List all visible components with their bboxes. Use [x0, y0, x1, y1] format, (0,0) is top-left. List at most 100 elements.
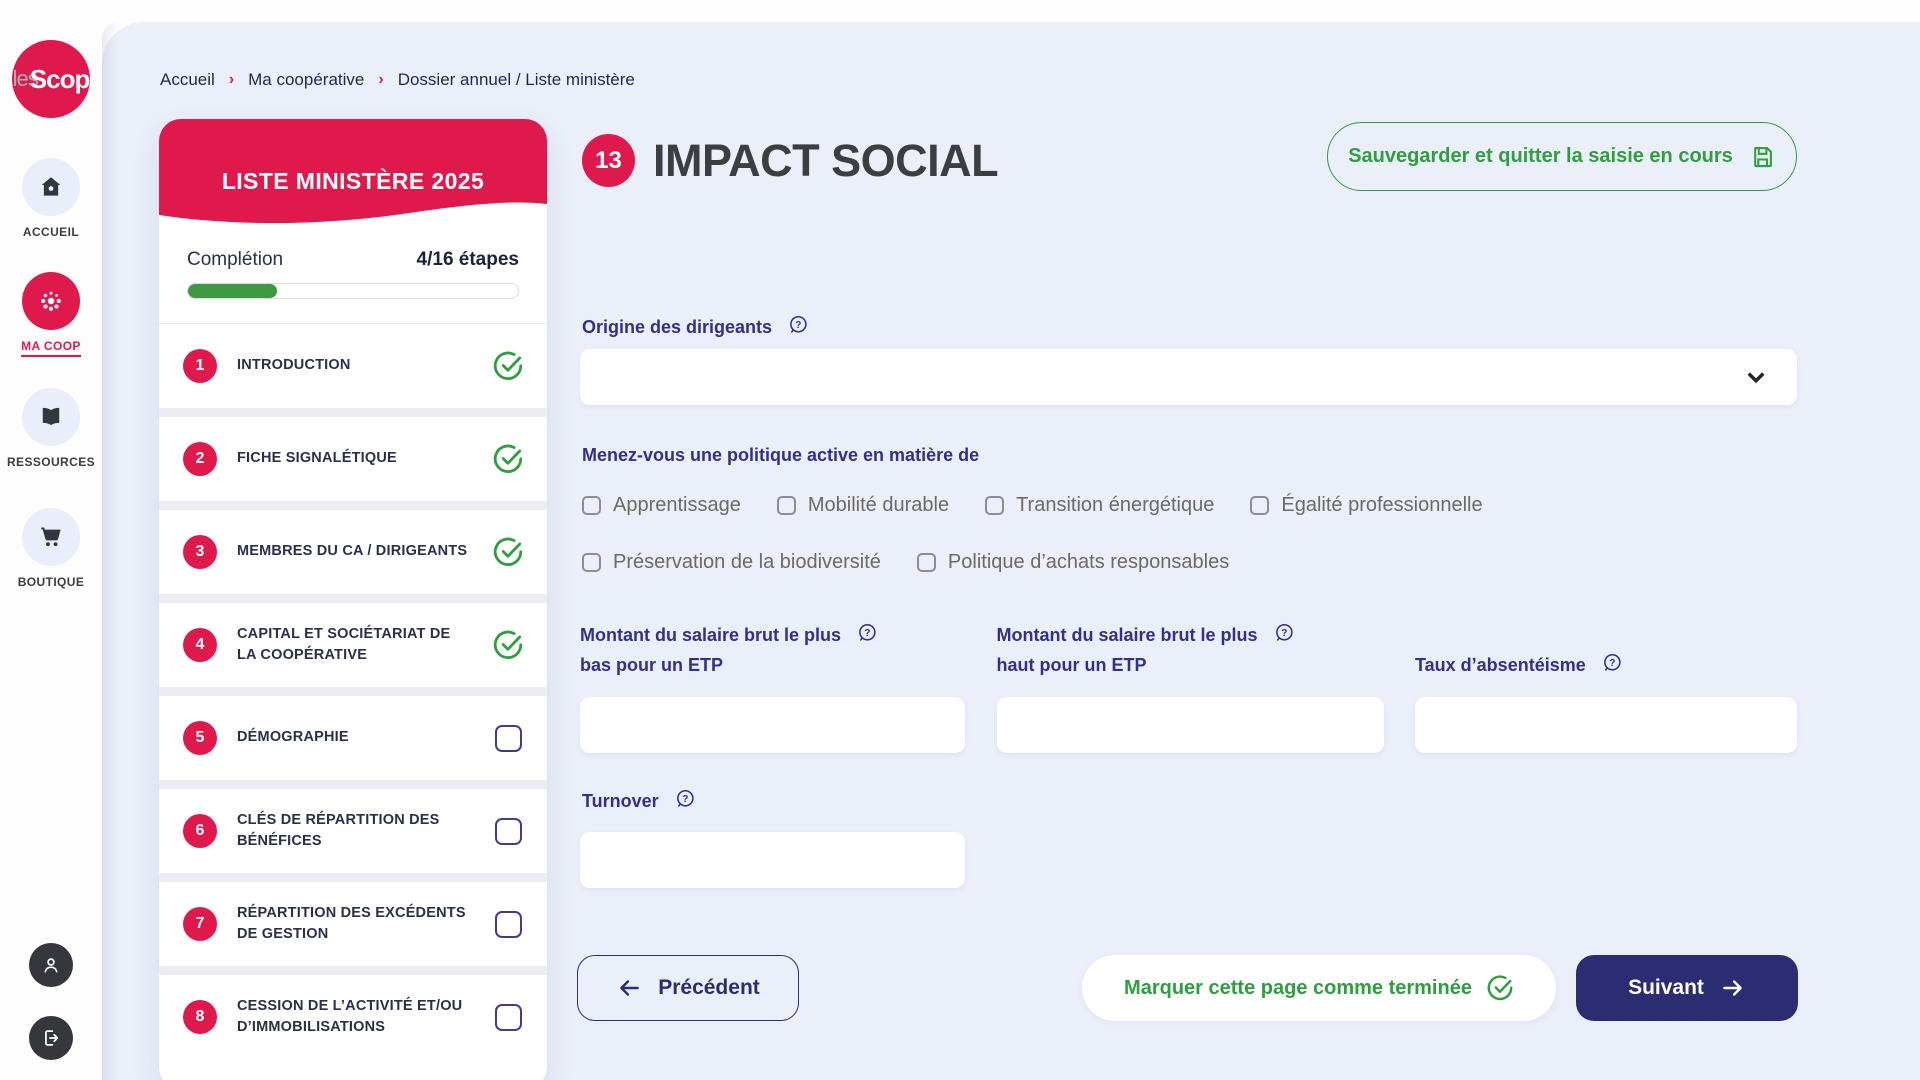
absenteisme-input[interactable] — [1415, 697, 1797, 753]
sidebar-item-label: BOUTIQUE — [17, 575, 85, 589]
salaire-bas-input[interactable] — [580, 697, 965, 753]
stepper-step[interactable]: 4 CAPITAL ET SOCIÉTARIAT DE LA COOPÉRATI… — [159, 603, 547, 687]
sidebar-item-ma-coop[interactable]: MA COOP — [0, 272, 102, 357]
step-divider — [159, 873, 547, 882]
save-and-quit-button[interactable]: Sauvegarder et quitter la saisie en cour… — [1327, 122, 1797, 191]
steps-list: 1 INTRODUCTION 2 FICHE SIGNALÉTIQUE 3 ME… — [159, 323, 547, 1059]
step-checkbox[interactable] — [494, 817, 522, 845]
sidebar-item-ressources[interactable]: RESSOURCES — [0, 388, 102, 469]
page-header: 13 IMPACT SOCIAL — [582, 134, 999, 187]
breadcrumb-item[interactable]: Dossier annuel / Liste ministère — [397, 70, 635, 89]
completion-block: Complétion 4/16 étapes — [159, 227, 547, 323]
stepper-header: LISTE MINISTÈRE 2025 — [159, 119, 547, 197]
step-divider — [159, 594, 547, 603]
step-status — [491, 724, 525, 752]
turnover-field — [580, 832, 965, 888]
logo-text-scop: Scop — [29, 63, 91, 94]
field-label-line2: bas pour un ETP — [580, 655, 724, 675]
help-icon[interactable] — [1273, 622, 1295, 644]
step-done-icon — [492, 350, 524, 382]
stepper-step[interactable]: 3 MEMBRES DU CA / DIRIGEANTS — [159, 510, 547, 594]
main-panel: Accueil › Ma coopérative › Dossier annuel / … — [102, 22, 1920, 1080]
salaire-haut-input[interactable] — [996, 697, 1384, 753]
stepper-step[interactable]: 5 DÉMOGRAPHIE — [159, 696, 547, 780]
step-status — [491, 629, 525, 661]
sidebar-item-accueil[interactable]: ACCUEIL — [0, 158, 102, 239]
step-divider — [159, 687, 547, 696]
previous-label: Précédent — [658, 976, 760, 999]
field-absenteisme: Taux d’absentéisme — [1415, 620, 1797, 753]
home-icon — [22, 158, 80, 216]
chevron-down-icon — [1741, 362, 1771, 392]
logout-button[interactable] — [29, 1016, 73, 1060]
checkbox-label: Transition énergétique — [1016, 494, 1215, 516]
mark-page-done-label: Marquer cette page comme terminée — [1124, 976, 1472, 999]
help-icon[interactable] — [856, 622, 878, 644]
checkbox-icon[interactable] — [916, 553, 936, 572]
profile-button[interactable] — [29, 943, 73, 987]
field-label-line2: Taux d’absentéisme — [1415, 655, 1586, 675]
help-icon[interactable] — [787, 314, 809, 336]
sidebar-item-label: MA COOP — [21, 339, 81, 357]
step-checkbox[interactable] — [494, 724, 522, 752]
previous-button[interactable]: Précédent — [577, 955, 799, 1021]
step-done-icon — [492, 629, 524, 661]
next-label: Suivant — [1628, 976, 1704, 999]
progress-fill — [188, 284, 278, 298]
step-number-badge: 4 — [183, 628, 217, 662]
origine-dropdown[interactable] — [580, 349, 1797, 405]
step-status — [491, 1003, 525, 1031]
sidebar-item-label: RESSOURCES — [6, 455, 96, 469]
step-status — [491, 817, 525, 845]
breadcrumb-item[interactable]: Ma coopérative — [248, 70, 365, 89]
coop-icon — [22, 272, 80, 330]
step-status — [491, 443, 525, 475]
stepper-step[interactable]: 1 INTRODUCTION — [159, 324, 547, 408]
policy-checkbox-item[interactable]: Mobilité durable — [776, 494, 949, 517]
checkbox-icon[interactable] — [776, 496, 796, 515]
policy-checkbox-item[interactable]: Apprentissage — [582, 494, 741, 517]
step-checkbox[interactable] — [494, 910, 522, 938]
turnover-input[interactable] — [580, 832, 965, 888]
help-icon[interactable] — [674, 788, 696, 810]
origine-label: Origine des dirigeants — [582, 317, 773, 337]
policy-checkbox-row-2: Préservation de la biodiversité Politiqu… — [582, 551, 1229, 574]
checkbox-label: Préservation de la biodiversité — [613, 551, 881, 573]
step-label: RÉPARTITION DES EXCÉDENTS DE GESTION — [237, 904, 466, 942]
checkbox-icon[interactable] — [985, 496, 1005, 515]
stepper-step[interactable]: 2 FICHE SIGNALÉTIQUE — [159, 417, 547, 501]
stepper-card: LISTE MINISTÈRE 2025 Complétion 4/16 éta… — [159, 119, 547, 1080]
help-icon[interactable] — [1601, 652, 1623, 674]
field-label-line2: haut pour un ETP — [996, 655, 1147, 675]
stepper-title: LISTE MINISTÈRE 2025 — [221, 168, 485, 194]
stepper-step[interactable]: 7 RÉPARTITION DES EXCÉDENTS DE GESTION — [159, 882, 547, 966]
step-number-badge: 2 — [183, 442, 217, 476]
step-divider — [159, 501, 547, 510]
step-label: CLÉS DE RÉPARTITION DES BÉNÉFICES — [237, 811, 440, 849]
stepper-step[interactable]: 8 CESSION DE L’ACTIVITÉ ET/OU D’IMMOBILI… — [159, 975, 547, 1059]
step-number-badge: 6 — [183, 814, 217, 848]
lesscop-logo[interactable]: les Scop — [12, 40, 90, 118]
breadcrumb-separator: › — [228, 71, 235, 88]
step-checkbox[interactable] — [494, 1003, 522, 1031]
stepper-step[interactable]: 6 CLÉS DE RÉPARTITION DES BÉNÉFICES — [159, 789, 547, 873]
mark-page-done-button[interactable]: Marquer cette page comme terminée — [1082, 955, 1556, 1021]
policy-checkbox-item[interactable]: Politique d’achats responsables — [916, 551, 1229, 574]
logout-icon — [40, 1027, 62, 1049]
checkbox-icon[interactable] — [1250, 496, 1270, 515]
breadcrumb-item[interactable]: Accueil — [160, 70, 215, 89]
checkbox-label: Apprentissage — [613, 494, 741, 516]
next-button[interactable]: Suivant — [1576, 955, 1798, 1021]
breadcrumb-separator: › — [378, 71, 384, 88]
policy-checkbox-item[interactable]: Égalité professionnelle — [1250, 494, 1483, 517]
checkbox-icon[interactable] — [582, 553, 601, 572]
sidebar-item-boutique[interactable]: BOUTIQUE — [0, 508, 102, 589]
progress-bar — [187, 283, 519, 299]
policy-checkbox-item[interactable]: Préservation de la biodiversité — [582, 551, 881, 574]
arrow-left-icon — [616, 975, 642, 1001]
checkbox-icon[interactable] — [582, 496, 601, 515]
step-number-badge: 1 — [183, 349, 217, 383]
policy-checkbox-item[interactable]: Transition énergétique — [985, 494, 1214, 517]
check-circle-icon — [1486, 974, 1514, 1002]
page-title: IMPACT SOCIAL — [653, 134, 999, 186]
